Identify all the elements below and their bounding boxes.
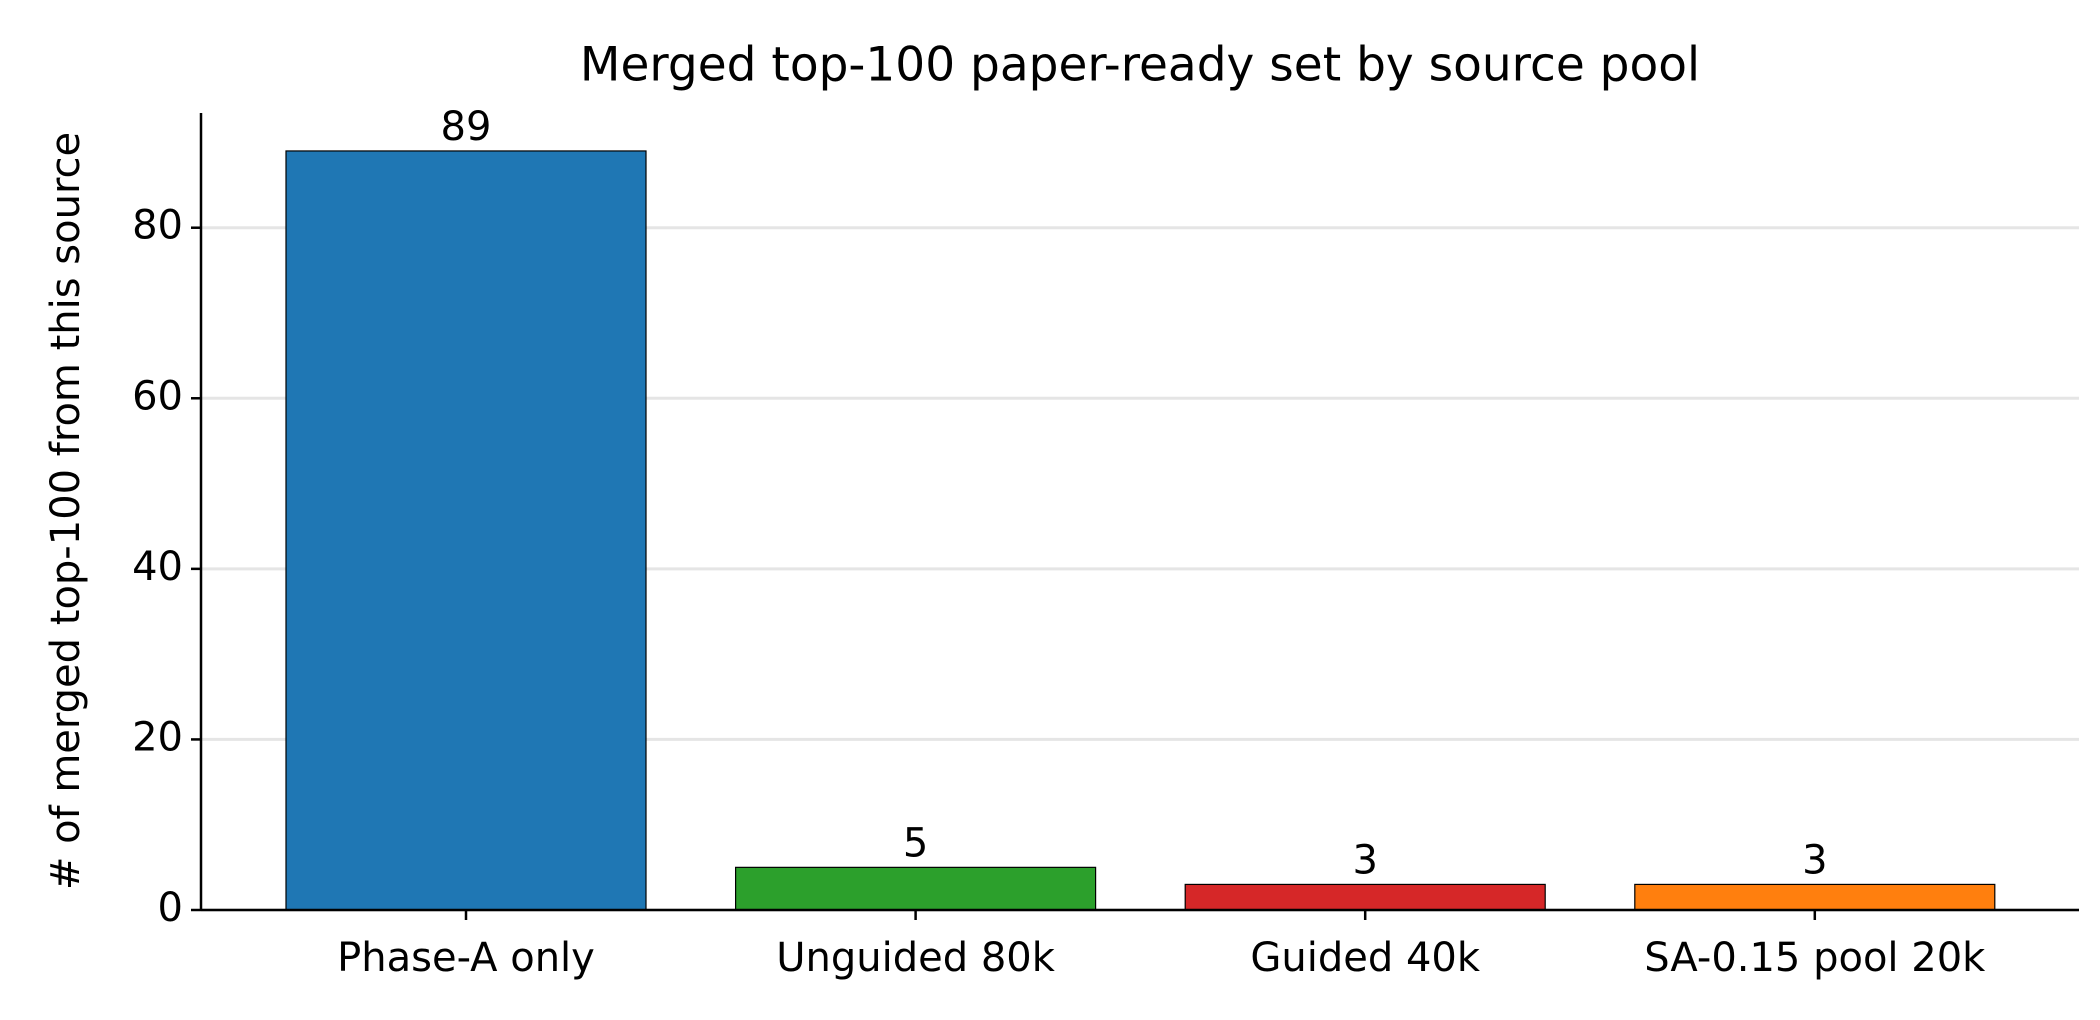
bar: [285, 150, 647, 911]
y-axis-label: # of merged top-100 from this source: [43, 132, 89, 890]
x-tick-label: Guided 40k: [1250, 935, 1480, 981]
y-tick-label: 40: [132, 544, 183, 590]
bar: [1184, 883, 1546, 911]
y-tick-label: 0: [158, 885, 183, 931]
y-tick-label: 20: [132, 714, 183, 760]
x-tick-label: Phase-A only: [337, 935, 595, 981]
y-tick-label: 80: [132, 203, 183, 249]
value-label: 3: [1352, 837, 1377, 883]
bar: [734, 866, 1097, 911]
bar: [1634, 883, 1996, 911]
value-label: 89: [441, 104, 492, 150]
value-label: 5: [903, 820, 928, 866]
value-label: 3: [1802, 837, 1827, 883]
x-tick-label: Unguided 80k: [776, 935, 1055, 981]
y-tick-label: 60: [132, 373, 183, 419]
chart-title: Merged top-100 paper-ready set by source…: [580, 38, 1700, 93]
x-tick-label: SA-0.15 pool 20k: [1644, 935, 1986, 981]
